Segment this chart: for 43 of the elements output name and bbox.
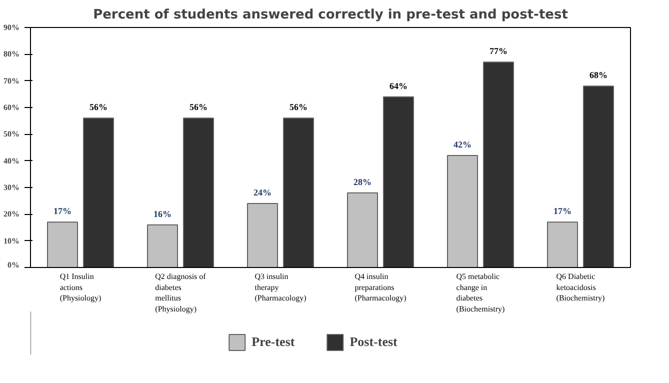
data-label: 28% — [354, 176, 372, 187]
data-label: 56% — [290, 102, 308, 112]
data-label: 42% — [454, 140, 472, 150]
data-label: 17% — [54, 206, 72, 216]
x-tick-label: Q3 insulin therapy (Pharmacology) — [254, 272, 307, 303]
bar — [447, 155, 478, 268]
legend-label: Pre-test — [252, 334, 295, 350]
data-label: 56% — [90, 102, 108, 112]
y-tick-label: 50% — [4, 130, 20, 139]
data-label: 56% — [190, 102, 208, 112]
bar — [547, 222, 578, 268]
bar — [483, 62, 514, 268]
y-tick-label: 90% — [4, 23, 20, 32]
x-tick-label: Q5 metabolic change in diabetes (Biochemistry) — [456, 272, 506, 314]
y-tick-label: 80% — [4, 50, 20, 59]
data-label: 17% — [554, 206, 572, 216]
bar — [83, 118, 114, 268]
chart-title: Percent of students answered correctly in pre-test and post-test — [93, 8, 568, 22]
y-tick-label: 10% — [4, 236, 20, 246]
bar — [283, 118, 314, 268]
y-tick-label: 30% — [4, 183, 20, 192]
x-tick-label: Q2 diagnosis of diabetes mellitus (Physiology) — [155, 272, 206, 314]
data-label: 64% — [390, 80, 408, 91]
data-label: 16% — [154, 208, 172, 219]
bar — [47, 222, 78, 268]
x-tick-label: Q6 Diabetic ketoacidosis (Biochemistry) — [556, 272, 606, 303]
bar — [383, 96, 414, 268]
bar — [583, 86, 614, 268]
data-label: 24% — [254, 188, 272, 198]
y-tick-label: 40% — [4, 156, 20, 166]
y-tick-label: 70% — [4, 76, 20, 86]
bar — [347, 192, 378, 268]
y-tick-label: 60% — [4, 103, 20, 112]
data-label: 68% — [590, 70, 608, 80]
x-tick-label: Q4 insulin preparations (Pharmacology) — [354, 272, 407, 303]
x-tick-label: Q1 Insulin actions (Physiology) — [60, 272, 102, 303]
y-tick-label: 20% — [4, 210, 20, 219]
bar — [183, 118, 214, 268]
y-tick-label: 0% — [8, 260, 20, 270]
bar — [147, 224, 178, 268]
bar — [247, 203, 278, 268]
legend-label: Post-test — [350, 334, 398, 350]
data-label: 77% — [490, 46, 508, 56]
